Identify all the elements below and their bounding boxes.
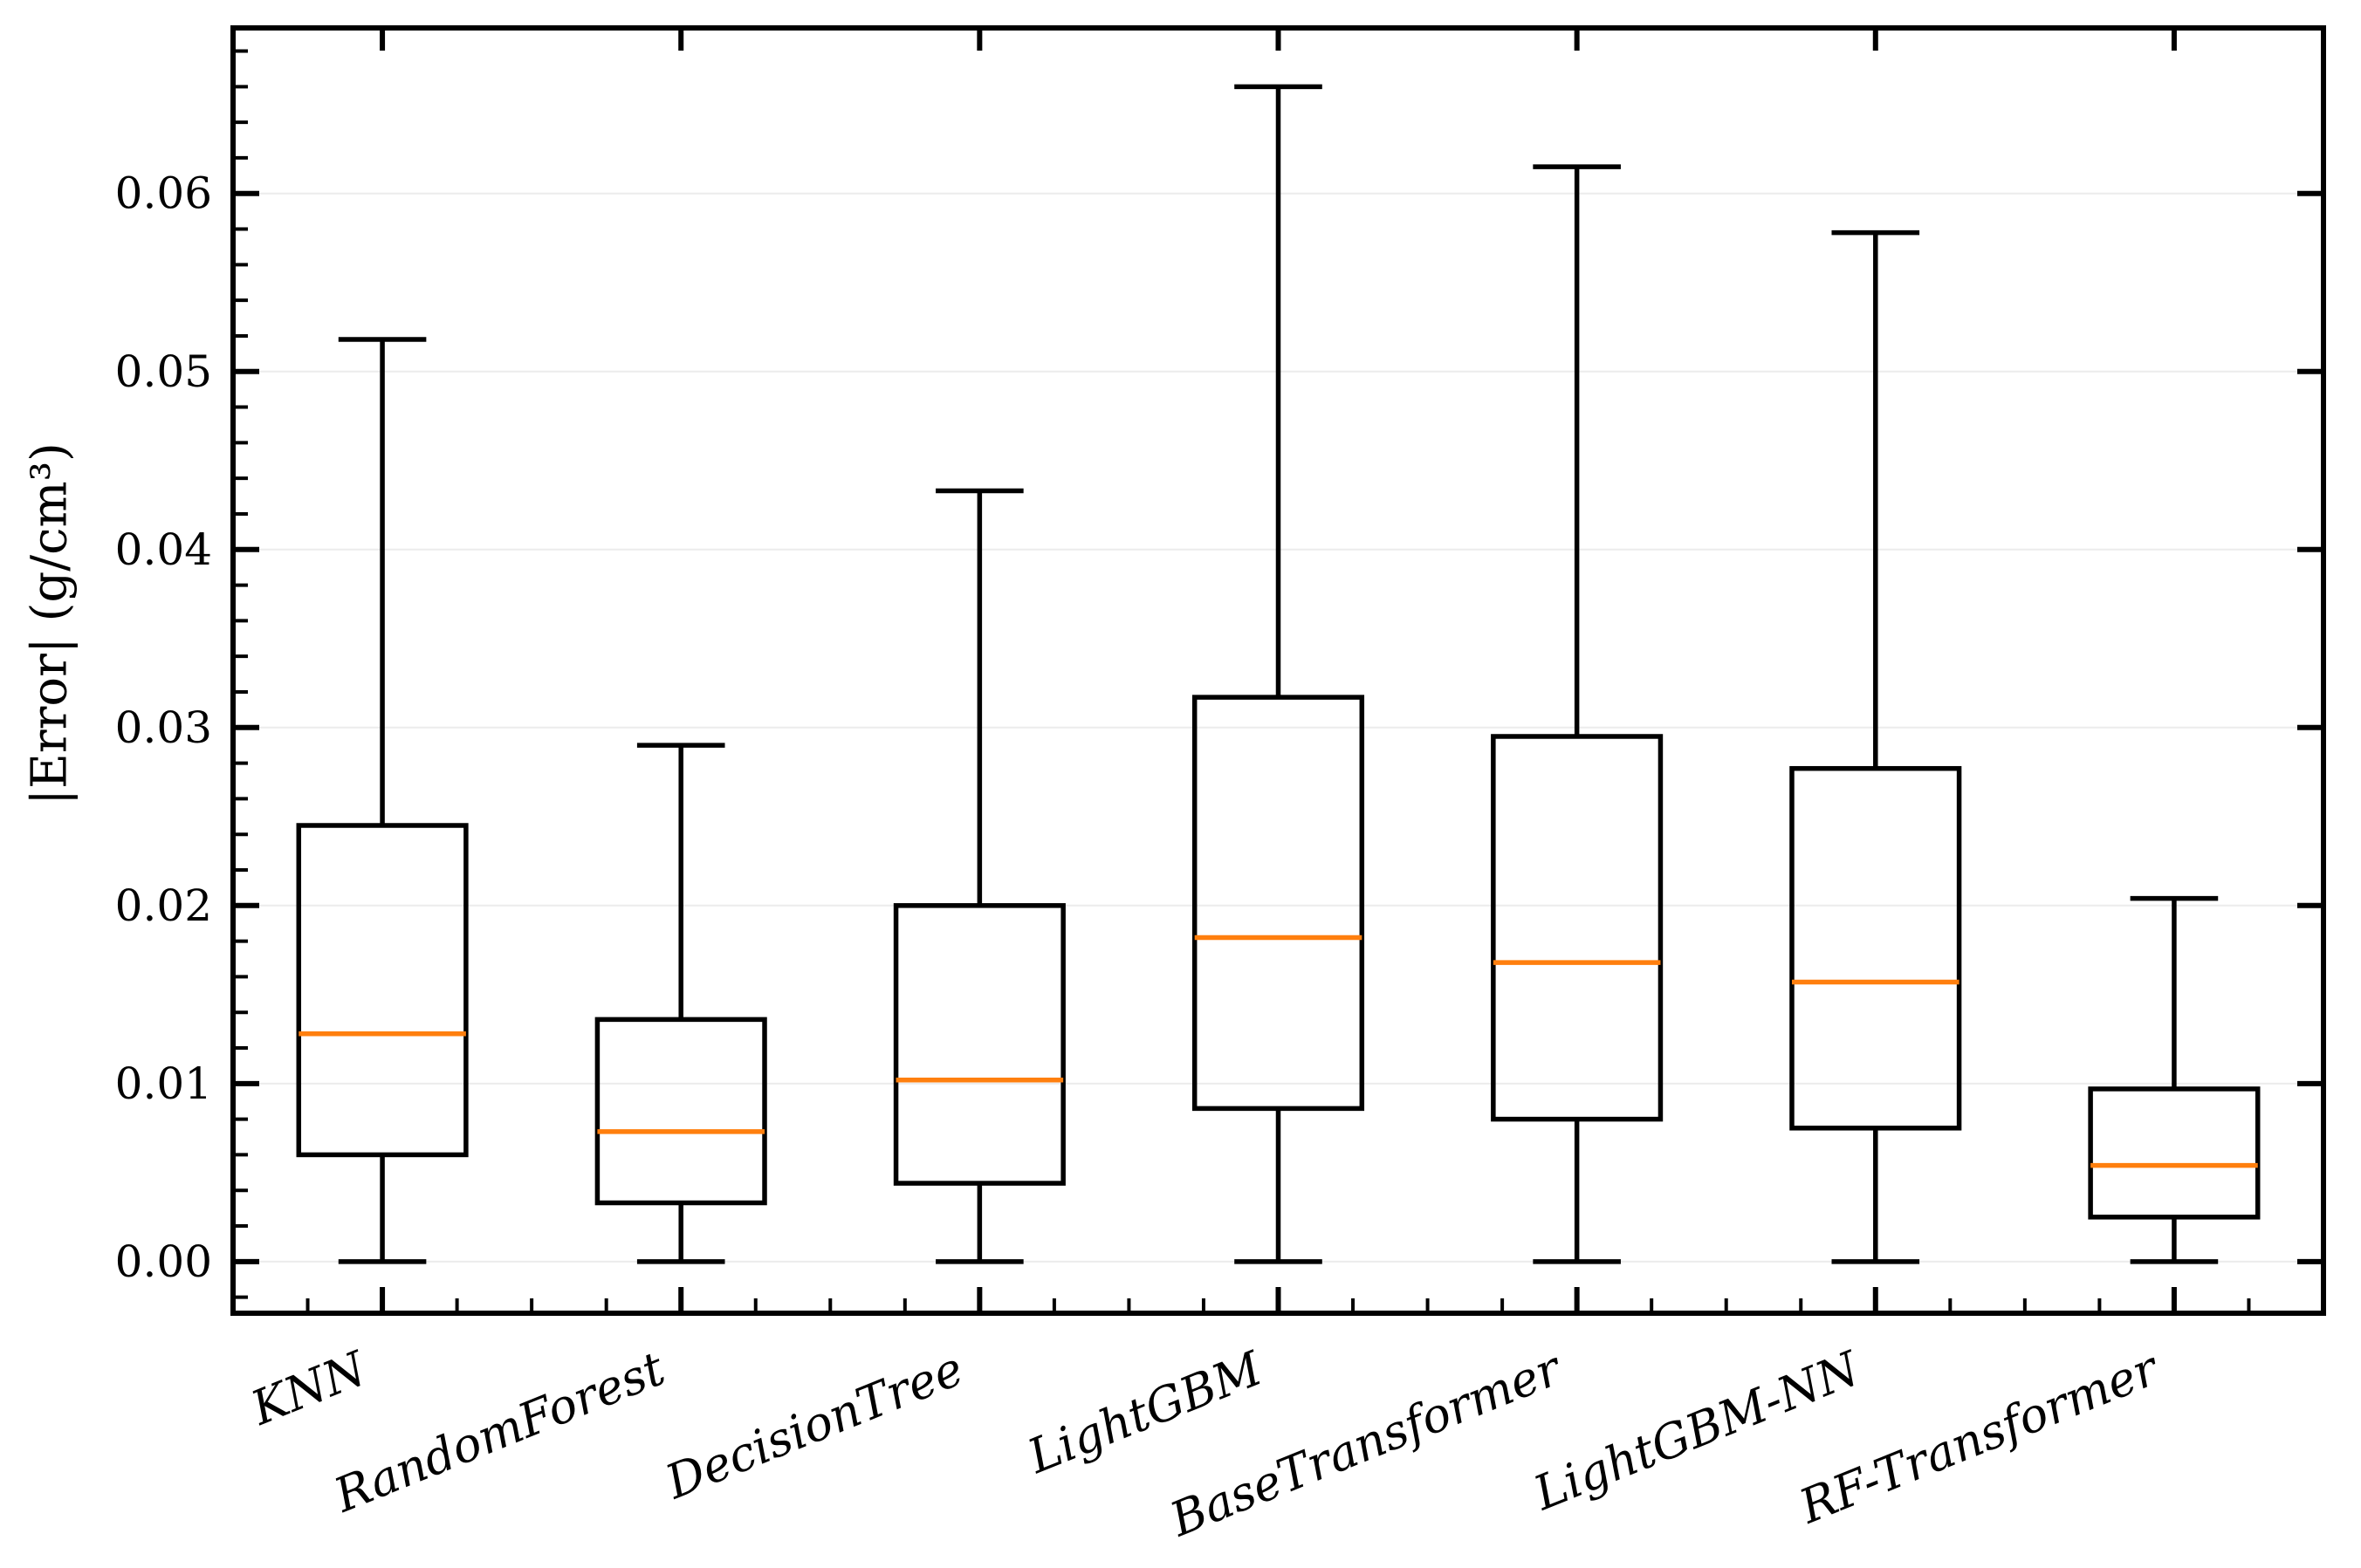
y-tick-label: 0.04	[115, 524, 212, 575]
iqr-box	[893, 903, 1066, 1186]
x-tick-label-randomforest: RandomForest	[326, 1341, 672, 1523]
x-tick-label-decisiontree: DecisionTree	[657, 1341, 971, 1510]
iqr-box	[2088, 1086, 2261, 1220]
y-axis-label: |Error| (g/cm³)	[21, 442, 79, 805]
box-lightgbm	[1191, 84, 1365, 1264]
box-lightgbm-nn	[1789, 229, 1962, 1264]
iqr-box	[594, 1017, 767, 1206]
iqr-box	[1491, 734, 1664, 1122]
y-tick-label: 0.06	[115, 168, 212, 219]
box-knn	[296, 337, 469, 1264]
iqr-box	[296, 823, 469, 1158]
box-rf-transformer	[2088, 895, 2261, 1264]
y-tick-label: 0.05	[115, 346, 212, 397]
x-tick-label-knn: KNN	[243, 1340, 374, 1436]
y-tick-label: 0.02	[115, 880, 212, 931]
box-randomforest	[594, 743, 767, 1264]
y-tick-label: 0.01	[115, 1058, 212, 1109]
x-tick-label-lightgbm: LightGBM	[1019, 1340, 1271, 1484]
y-tick-label: 0.00	[115, 1236, 212, 1287]
box-decisiontree	[893, 488, 1066, 1264]
box-basetransformer	[1491, 164, 1664, 1264]
iqr-box	[1789, 765, 1962, 1131]
y-tick-label: 0.03	[115, 702, 212, 753]
iqr-box	[1191, 695, 1365, 1112]
